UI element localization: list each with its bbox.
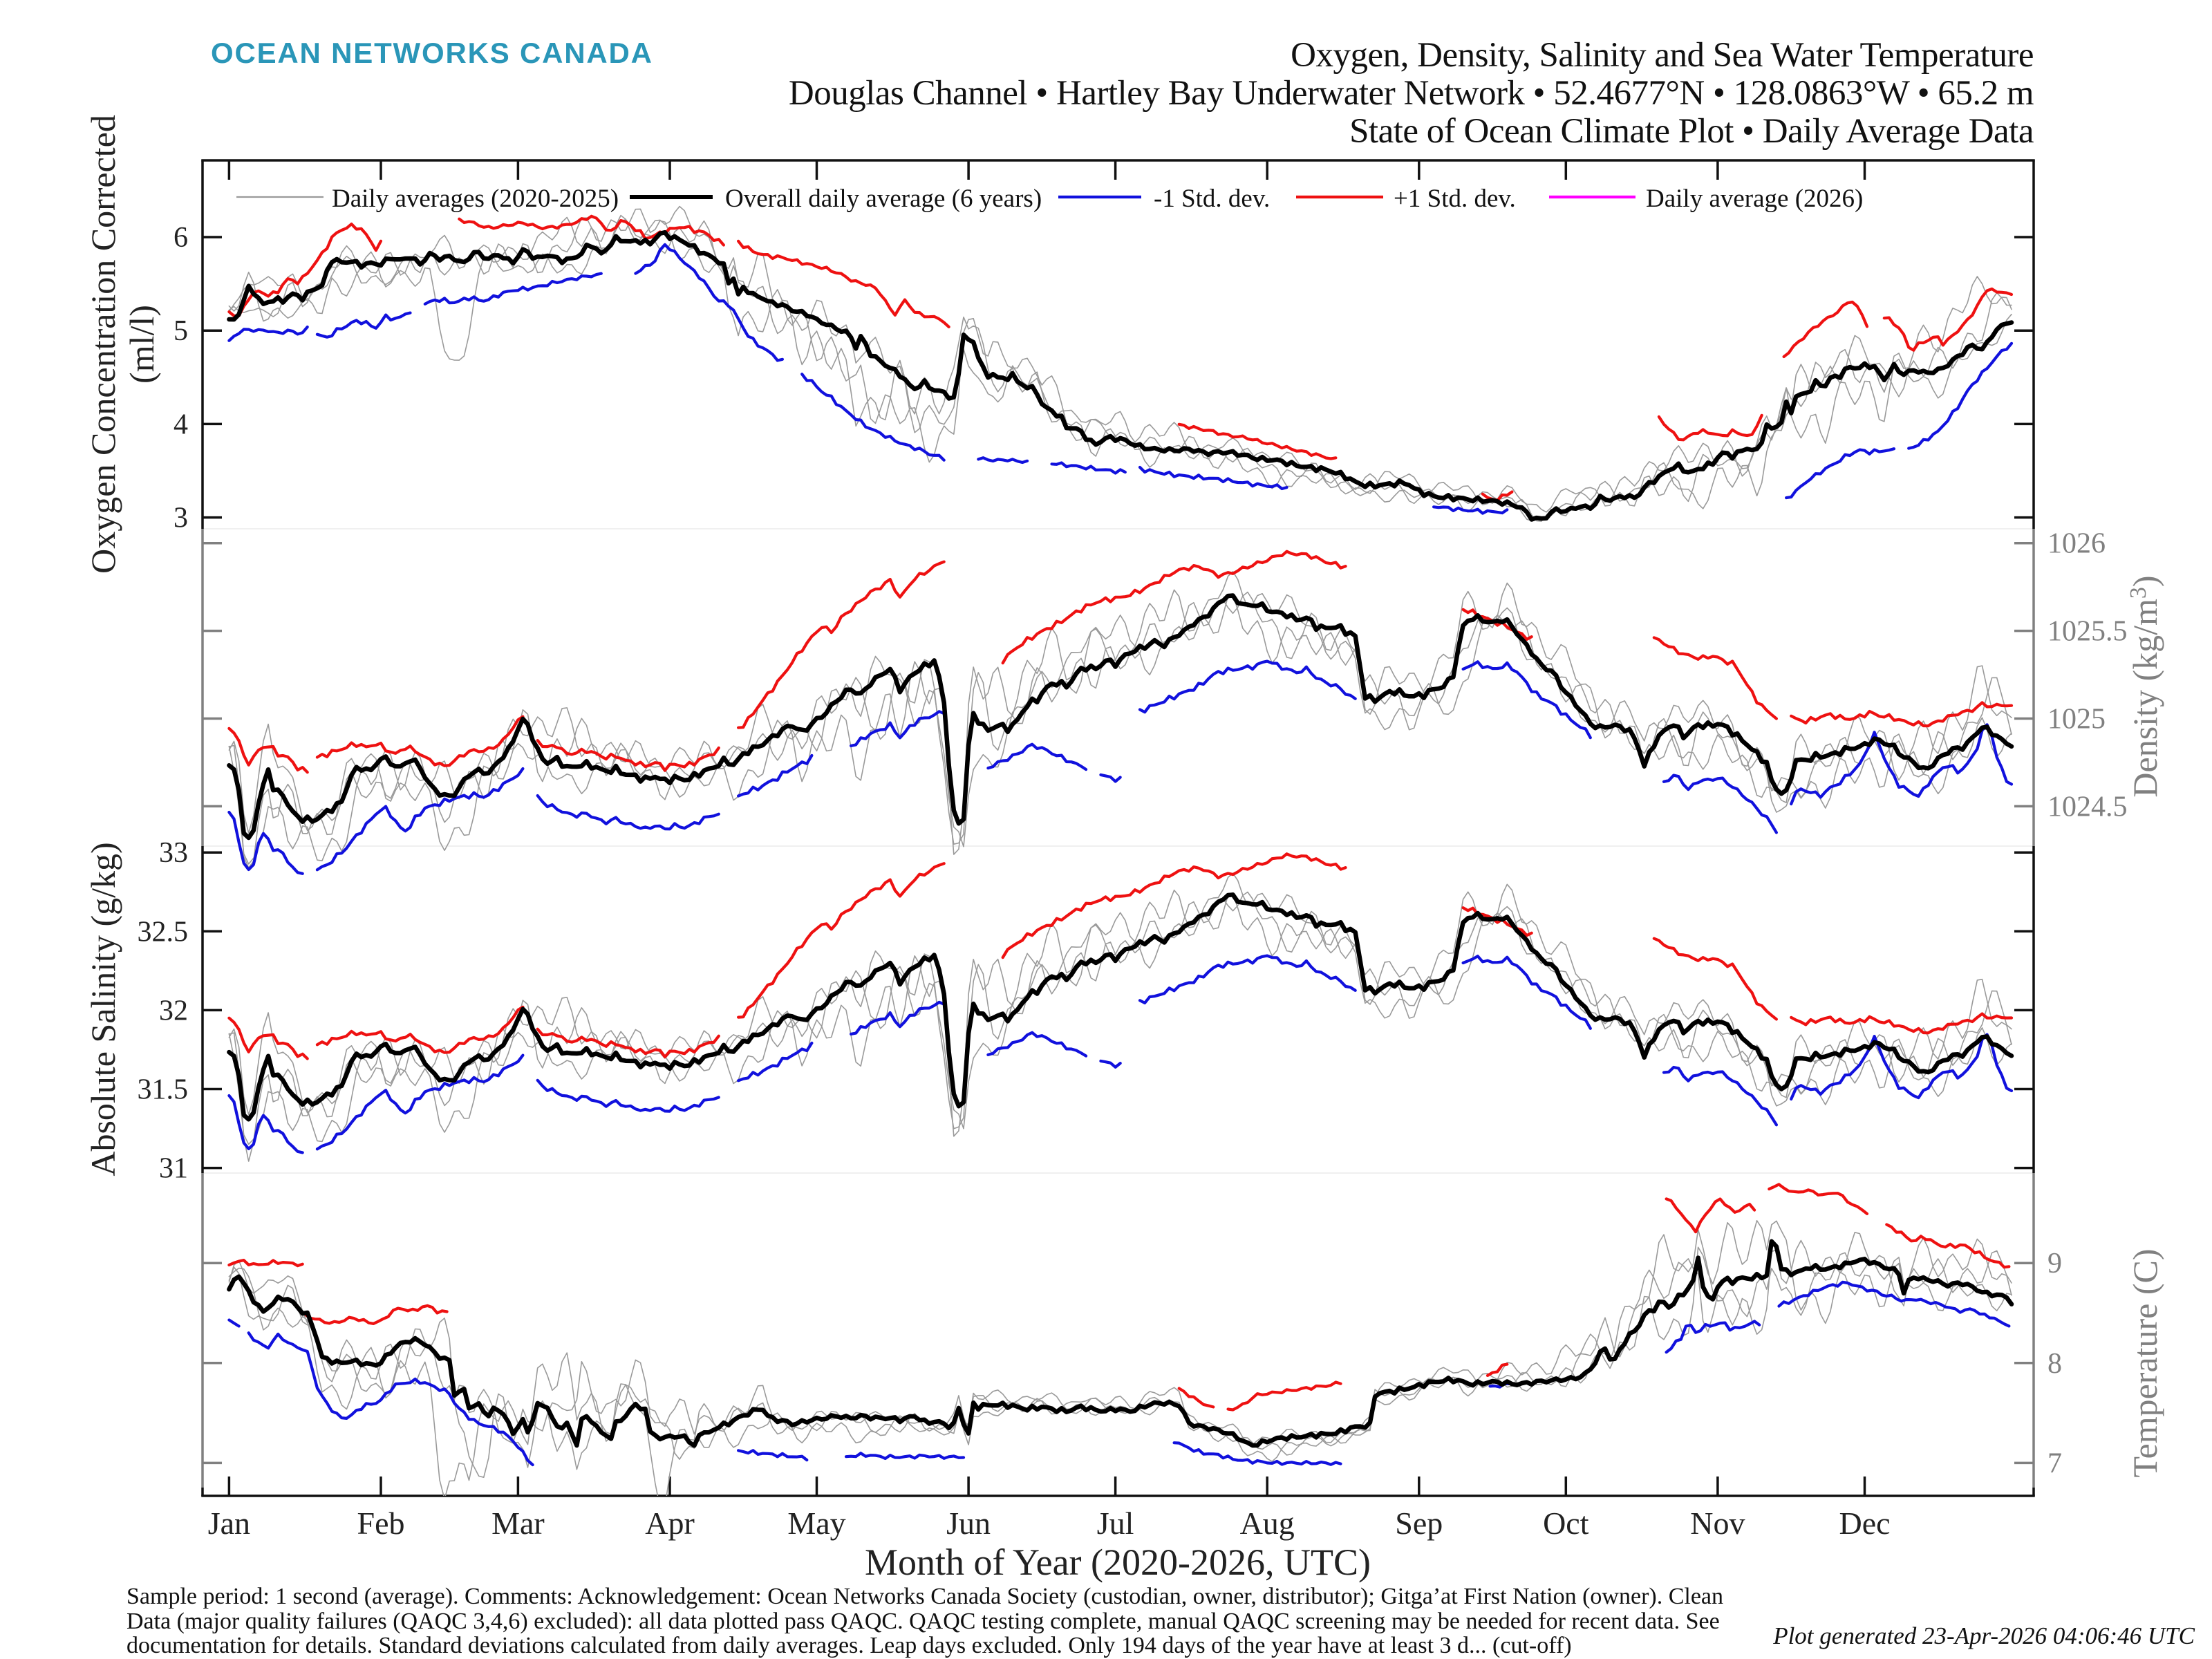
svg-text:Temperature (C): Temperature (C) <box>2126 1248 2164 1477</box>
svg-text:Douglas Channel • Hartley Bay: Douglas Channel • Hartley Bay Underwater… <box>789 74 2034 113</box>
svg-text:5: 5 <box>174 315 188 347</box>
svg-text:1025: 1025 <box>2047 704 2106 735</box>
svg-text:Aug: Aug <box>1240 1506 1295 1541</box>
svg-text:Overall daily average (6 years: Overall daily average (6 years) <box>725 185 1042 213</box>
svg-text:Jul: Jul <box>1097 1506 1134 1541</box>
svg-text:OCEAN NETWORKS CANADA: OCEAN NETWORKS CANADA <box>211 37 653 69</box>
svg-text:Nov: Nov <box>1690 1506 1745 1541</box>
svg-text:4: 4 <box>174 409 188 440</box>
svg-text:32: 32 <box>159 995 188 1027</box>
svg-text:Oxygen, Density, Salinity and: Oxygen, Density, Salinity and Sea Water … <box>1291 36 2034 75</box>
svg-text:documentation for details. St: documentation for details. Standard devi… <box>126 1633 1572 1658</box>
svg-text:1024.5: 1024.5 <box>2047 791 2128 823</box>
svg-text:+1 Std. dev.: +1 Std. dev. <box>1394 185 1516 213</box>
svg-text:State of Ocean Climate Plot •: State of Ocean Climate Plot • Daily Aver… <box>1349 112 2034 151</box>
svg-text:Daily average (2026): Daily average (2026) <box>1646 185 1863 213</box>
svg-text:Jun: Jun <box>946 1506 991 1541</box>
svg-text:3: 3 <box>174 503 188 534</box>
svg-text:1026: 1026 <box>2047 528 2106 560</box>
svg-text:Data (major quality failures (: Data (major quality failures (QAQC 3,4,6… <box>126 1609 1720 1634</box>
svg-text:Sample period: 1 second (avera: Sample period: 1 second (average). Comme… <box>126 1584 1723 1609</box>
svg-text:31.5: 31.5 <box>138 1074 189 1106</box>
svg-text:-1 Std. dev.: -1 Std. dev. <box>1154 185 1270 213</box>
svg-text:Plot generated 23-Apr-2026 04:: Plot generated 23-Apr-2026 04:06:46 UTC <box>1772 1622 2195 1649</box>
svg-text:(ml/l): (ml/l) <box>122 305 161 384</box>
svg-text:Apr: Apr <box>645 1506 695 1541</box>
svg-text:Oxygen Concentration Corrected: Oxygen Concentration Corrected <box>84 115 122 574</box>
svg-text:33: 33 <box>159 837 188 869</box>
svg-text:Absolute Salinity (g/kg): Absolute Salinity (g/kg) <box>84 842 122 1176</box>
svg-text:May: May <box>787 1506 845 1541</box>
svg-text:Density (kg/m3): Density (kg/m3) <box>2126 575 2164 797</box>
svg-text:Mar: Mar <box>491 1506 545 1541</box>
svg-text:Dec: Dec <box>1839 1506 1890 1541</box>
svg-text:8: 8 <box>2047 1348 2062 1380</box>
svg-text:31: 31 <box>159 1153 188 1185</box>
svg-text:6: 6 <box>174 222 188 254</box>
svg-text:32.5: 32.5 <box>138 916 189 948</box>
svg-text:Oct: Oct <box>1543 1506 1589 1541</box>
svg-text:Feb: Feb <box>357 1506 405 1541</box>
svg-text:1025.5: 1025.5 <box>2047 616 2128 648</box>
svg-text:7: 7 <box>2047 1447 2062 1479</box>
svg-text:9: 9 <box>2047 1248 2062 1280</box>
svg-text:Daily averages (2020-2025): Daily averages (2020-2025) <box>332 185 619 213</box>
svg-text:Month of Year (2020-2026, UTC): Month of Year (2020-2026, UTC) <box>865 1541 1371 1583</box>
svg-text:Jan: Jan <box>208 1506 250 1541</box>
svg-text:Sep: Sep <box>1395 1506 1443 1541</box>
